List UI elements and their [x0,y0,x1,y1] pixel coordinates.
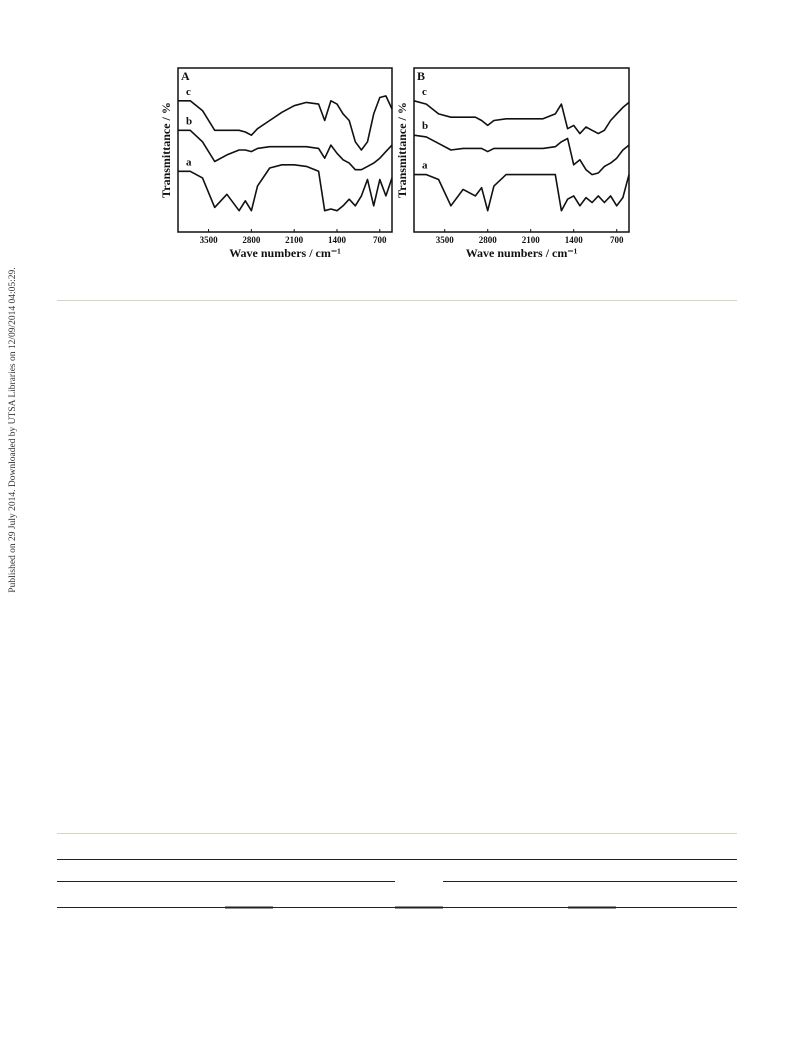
x-tick-label: 2800 [242,235,261,245]
x-tick-label: 700 [610,235,624,245]
series-label: c [422,86,427,98]
x-tick-label: 3500 [436,235,455,245]
spectrum [413,134,630,176]
spectrum [178,95,393,151]
spectrum [413,100,630,135]
x-axis-label: Wave numbers / cm⁻¹ [466,246,578,260]
spectrum [178,164,393,212]
plot-frame [413,67,630,233]
y-axis-label: Transmittance / % [159,102,173,198]
x-tick-label: 700 [373,235,387,245]
panel-label: B [417,69,425,83]
series-label: a [186,156,192,168]
spectrum [414,173,630,212]
x-tick-label: 1400 [328,235,347,245]
x-tick-label: 2100 [285,235,304,245]
series-label: b [422,120,428,132]
x-tick-label: 2800 [479,235,498,245]
series-label: c [186,86,191,98]
x-tick-label: 2100 [522,235,541,245]
panel-label: A [181,69,190,83]
x-tick-label: 3500 [200,235,219,245]
y-axis-label: Transmittance / % [395,102,409,198]
x-tick-label: 1400 [565,235,584,245]
plot-frame [177,67,393,233]
spectrum [178,129,393,171]
x-axis-label: Wave numbers / cm⁻¹ [229,246,341,260]
series-label: b [186,115,192,127]
sidebar-note: Published on 29 July 2014. Downloaded by… [8,267,18,592]
series-label: a [422,160,428,172]
